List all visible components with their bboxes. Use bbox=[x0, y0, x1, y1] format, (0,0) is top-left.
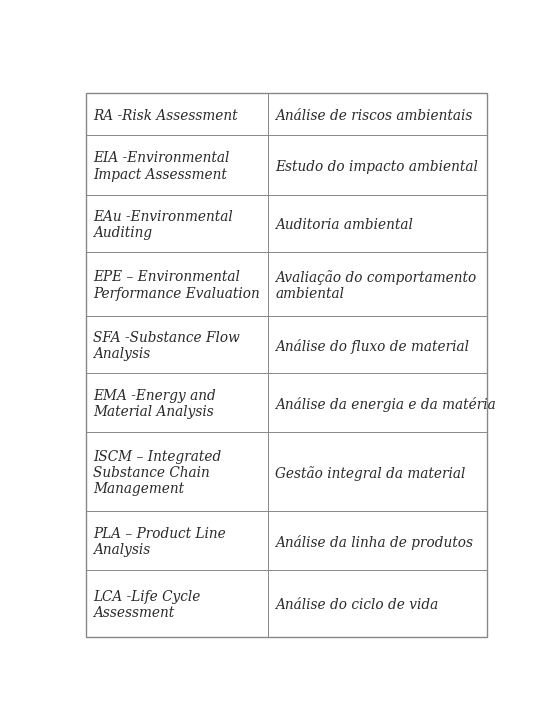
Text: RA -Risk Assessment: RA -Risk Assessment bbox=[93, 108, 238, 122]
Text: Análise da energia e da matéria: Análise da energia e da matéria bbox=[276, 397, 496, 412]
Text: Analysis: Analysis bbox=[93, 543, 150, 557]
Text: Análise do fluxo de material: Análise do fluxo de material bbox=[276, 339, 470, 354]
Text: Estudo do impacto ambiental: Estudo do impacto ambiental bbox=[276, 160, 479, 174]
Text: Análise do ciclo de vida: Análise do ciclo de vida bbox=[276, 598, 439, 612]
Text: Auditoria ambiental: Auditoria ambiental bbox=[276, 218, 413, 232]
Text: ISCM – Integrated: ISCM – Integrated bbox=[93, 450, 221, 463]
Text: Material Analysis: Material Analysis bbox=[93, 405, 214, 419]
Text: LCA -Life Cycle: LCA -Life Cycle bbox=[93, 590, 201, 604]
Text: Analysis: Analysis bbox=[93, 347, 150, 362]
Text: PLA – Product Line: PLA – Product Line bbox=[93, 527, 226, 541]
Text: Assessment: Assessment bbox=[93, 606, 174, 620]
Text: Avaliação do comportamento: Avaliação do comportamento bbox=[276, 270, 477, 286]
Text: Performance Evaluation: Performance Evaluation bbox=[93, 287, 260, 301]
Text: Management: Management bbox=[93, 482, 184, 496]
Text: Análise de riscos ambientais: Análise de riscos ambientais bbox=[276, 108, 473, 122]
Text: EIA -Environmental: EIA -Environmental bbox=[93, 151, 230, 166]
Text: Auditing: Auditing bbox=[93, 226, 153, 240]
Text: SFA -Substance Flow: SFA -Substance Flow bbox=[93, 331, 240, 345]
Text: Gestão integral da material: Gestão integral da material bbox=[276, 466, 466, 481]
Text: Substance Chain: Substance Chain bbox=[93, 466, 210, 480]
Text: EMA -Energy and: EMA -Energy and bbox=[93, 389, 216, 403]
Text: EAu -Environmental: EAu -Environmental bbox=[93, 210, 233, 224]
Text: ambiental: ambiental bbox=[276, 287, 344, 301]
Text: EPE – Environmental: EPE – Environmental bbox=[93, 270, 240, 284]
Text: Impact Assessment: Impact Assessment bbox=[93, 168, 227, 181]
Text: Análise da linha de produtos: Análise da linha de produtos bbox=[276, 535, 473, 550]
